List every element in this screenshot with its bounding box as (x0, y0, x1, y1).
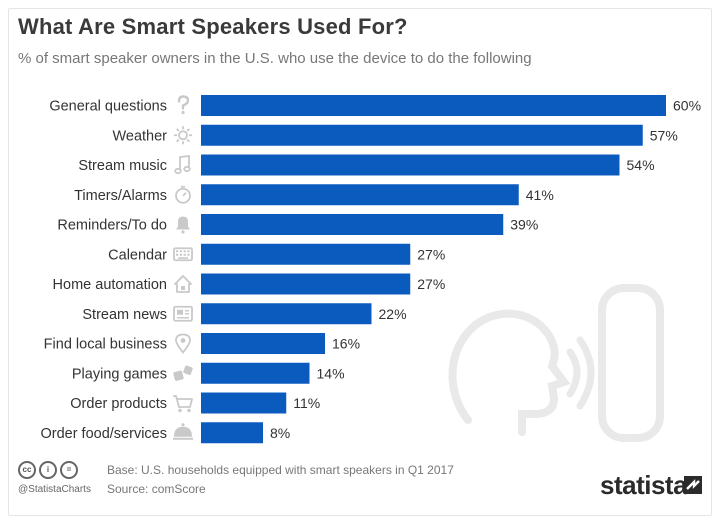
value-label: 16% (332, 336, 360, 352)
bars-group: General questions 60% Weather 57% Stream mus… (40, 95, 701, 444)
bell-icon (176, 216, 190, 234)
bar (201, 124, 643, 146)
bar (201, 303, 372, 325)
bar (201, 362, 310, 384)
category-label: Find local business (44, 337, 167, 353)
keyboard-icon (173, 247, 193, 262)
stopwatch-icon (175, 185, 191, 204)
category-label: Stream news (82, 307, 167, 323)
speaker-illustration (448, 284, 664, 442)
sun-icon (174, 126, 192, 145)
social-handle: @StatistaCharts (18, 484, 91, 495)
sound-wave-icon (566, 348, 581, 398)
dice-icon (173, 365, 193, 381)
license-icons: cc i = (18, 461, 78, 479)
value-label: 41% (526, 187, 554, 203)
bar (201, 422, 263, 444)
value-label: 60% (673, 98, 701, 114)
value-label: 27% (417, 246, 445, 262)
value-label: 8% (270, 425, 290, 441)
value-label: 14% (317, 365, 345, 381)
category-label: General questions (49, 99, 167, 115)
category-label: Order food/services (40, 426, 167, 442)
value-label: 57% (650, 127, 678, 143)
no-derivatives-icon: = (60, 461, 78, 479)
bar (201, 184, 519, 206)
question-icon (177, 95, 190, 115)
head-silhouette-icon (448, 309, 571, 436)
newspaper-icon (173, 305, 193, 322)
category-label: Home automation (53, 277, 167, 293)
bar (201, 214, 504, 235)
category-label: Stream music (78, 158, 167, 174)
footer-base-note: Base: U.S. households equipped with smar… (107, 463, 454, 477)
bar (201, 273, 411, 295)
category-label: Order products (70, 396, 167, 412)
smart-speaker-icon (598, 284, 664, 442)
value-label: 11% (293, 395, 320, 411)
bar (201, 154, 620, 176)
creative-commons-icon: cc (18, 461, 36, 479)
music-note-icon (174, 154, 191, 175)
chart-title: What Are Smart Speakers Used For? (18, 14, 408, 39)
bar (201, 243, 411, 265)
attribution-icon: i (39, 461, 57, 479)
bar (201, 392, 287, 414)
value-label: 39% (510, 217, 538, 233)
value-label: 27% (417, 276, 445, 292)
statista-logo[interactable]: statista (600, 470, 688, 500)
category-label: Reminders/To do (57, 218, 167, 234)
category-label: Weather (112, 128, 167, 144)
house-icon (174, 275, 192, 293)
map-pin-icon (175, 333, 191, 354)
bar (201, 95, 666, 116)
value-label: 22% (379, 306, 407, 322)
category-label: Playing games (72, 366, 167, 382)
category-label: Calendar (108, 247, 167, 263)
bar (201, 333, 325, 354)
statista-logo-icon[interactable] (684, 476, 702, 494)
sound-wave-icon (576, 336, 595, 410)
chart-subtitle: % of smart speaker owners in the U.S. wh… (18, 50, 532, 67)
category-label: Timers/Alarms (74, 188, 167, 204)
cloche-icon (173, 423, 193, 440)
footer-source-note: Source: comScore (107, 482, 206, 496)
value-label: 54% (627, 157, 655, 173)
shopping-cart-icon (173, 395, 193, 413)
